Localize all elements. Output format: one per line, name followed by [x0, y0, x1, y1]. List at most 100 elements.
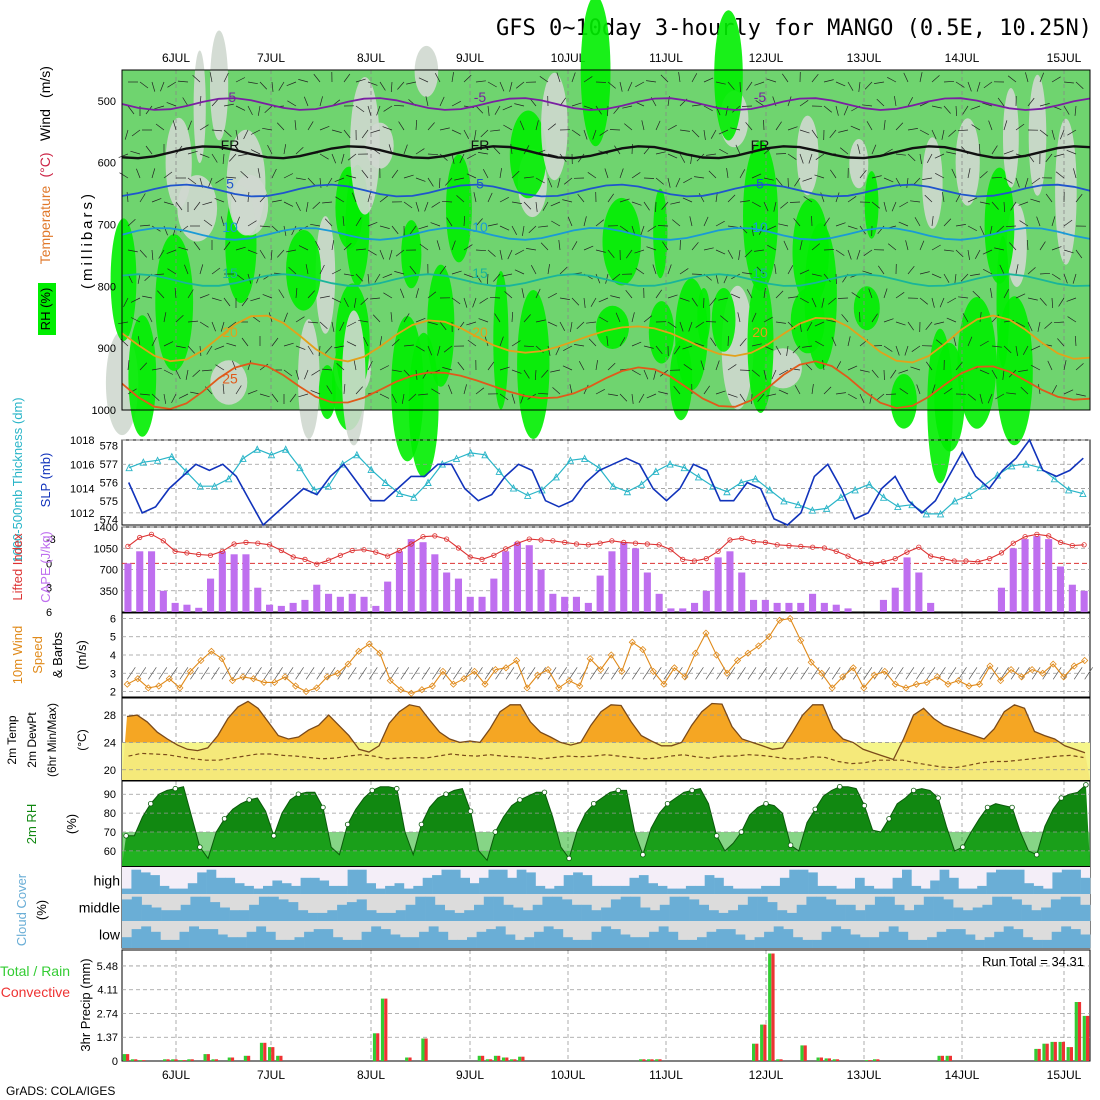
wind-barb: [625, 289, 633, 299]
temp-axis-label: 2m Temp: [5, 715, 19, 764]
cloud-bar: [1014, 869, 1025, 894]
wind-barb: [562, 199, 573, 203]
wind-barb: [1003, 150, 1014, 155]
wind-barb: [473, 192, 477, 203]
cloud-bar: [638, 875, 649, 894]
wind-barb: [166, 102, 177, 107]
isotherm-label: FR: [751, 137, 770, 153]
wind-barb: [487, 361, 495, 371]
thickness-point: [879, 493, 888, 501]
wind-barb: [322, 201, 333, 204]
wind-barb: [826, 319, 837, 323]
wind-barb: [688, 321, 693, 332]
footer-credit: GrADS: COLA/IGES: [6, 1084, 115, 1098]
wind-barb: [451, 153, 455, 164]
wind-barb: [175, 345, 186, 349]
wind-speed-point: [628, 638, 636, 646]
wind-barb: [823, 105, 833, 113]
cape-bar: [891, 587, 899, 612]
thickness-point: [495, 467, 503, 475]
cloud-bar: [821, 931, 832, 948]
wind-speed-point: [144, 684, 152, 692]
wind-barb: [768, 667, 778, 680]
wind-barb: [907, 265, 915, 275]
wind-barb: [632, 667, 641, 680]
isotherm-label: -5: [224, 89, 237, 105]
li-point: [160, 538, 166, 544]
isotherm-label: 10: [472, 219, 488, 235]
rh2m-point: [664, 801, 671, 807]
wind-barb: [563, 345, 573, 352]
wind-barb: [441, 200, 453, 203]
wind-barb: [783, 240, 789, 251]
rh-moist-blob: [517, 290, 550, 439]
wind-barb: [907, 128, 918, 131]
wind-barb: [958, 296, 969, 299]
wind-barb: [667, 153, 678, 159]
wind-barb: [163, 171, 173, 179]
wind-barb: [609, 129, 621, 131]
wind-speed-point: [249, 675, 258, 683]
li-point: [774, 542, 780, 548]
wind-barb: [367, 105, 372, 116]
date-label-bottom: 7JUL: [257, 1068, 285, 1082]
wind-barb: [1073, 168, 1077, 179]
li-line: [127, 533, 1085, 565]
date-label-bottom: 10JUL: [551, 1068, 586, 1082]
cloud-bar: [1080, 934, 1091, 948]
wind-barb: [799, 153, 804, 164]
thickness-point: [936, 509, 945, 518]
precip-total-bar: [832, 1059, 836, 1061]
li-point: [384, 553, 391, 559]
rh2m-point: [861, 802, 868, 809]
cloud-bar: [486, 929, 497, 948]
wind-barb: [718, 129, 729, 135]
wind-barb: [511, 340, 521, 347]
wind-barb: [494, 313, 501, 323]
wind-barb: [679, 297, 690, 302]
wind-barb: [343, 297, 349, 308]
cloud-bar: [817, 885, 828, 894]
wind-speed-point: [386, 677, 394, 685]
wind-barb: [885, 393, 897, 395]
cape-bar: [124, 563, 132, 612]
wind-barb: [1067, 316, 1077, 323]
wind-barb: [619, 225, 629, 232]
wind-barb: [453, 667, 462, 680]
wind-barb: [331, 321, 335, 332]
cape-bar: [667, 608, 675, 612]
wind-barb: [839, 147, 849, 155]
wind-barb: [430, 222, 441, 227]
wind-barb: [691, 273, 703, 275]
wind-barb: [778, 223, 789, 227]
wind-barb: [367, 192, 371, 203]
cloud-bar: [337, 904, 348, 921]
rh2m-point: [787, 842, 794, 848]
cloud-bar: [460, 877, 470, 894]
cape-bar: [537, 569, 545, 612]
cloud-bar: [745, 939, 755, 948]
rh-moist-blob: [408, 332, 439, 478]
cloud-bar: [601, 907, 612, 921]
cape-bar: [336, 596, 344, 612]
li-point: [927, 553, 934, 559]
wind-barb: [456, 195, 465, 203]
cloud-bar: [789, 869, 799, 894]
wind-speed-point: [870, 671, 878, 679]
thickness-point: [509, 484, 518, 492]
wind-barb: [559, 297, 570, 300]
li-point: [585, 542, 591, 548]
wind-barb: [535, 120, 539, 131]
wind-barb: [415, 288, 419, 299]
cloud-bar: [1003, 926, 1014, 948]
wind-barb: [178, 246, 189, 251]
wind-barb: [967, 168, 971, 179]
cloud-bar: [131, 896, 142, 921]
wind-barb: [283, 369, 293, 377]
wind-barb: [955, 224, 966, 227]
wind-speed-point: [218, 655, 226, 663]
cloud-bar: [342, 939, 353, 948]
precip-total-bar: [405, 1057, 409, 1061]
wind-barb: [642, 667, 652, 680]
cloud-bar: [629, 877, 640, 894]
